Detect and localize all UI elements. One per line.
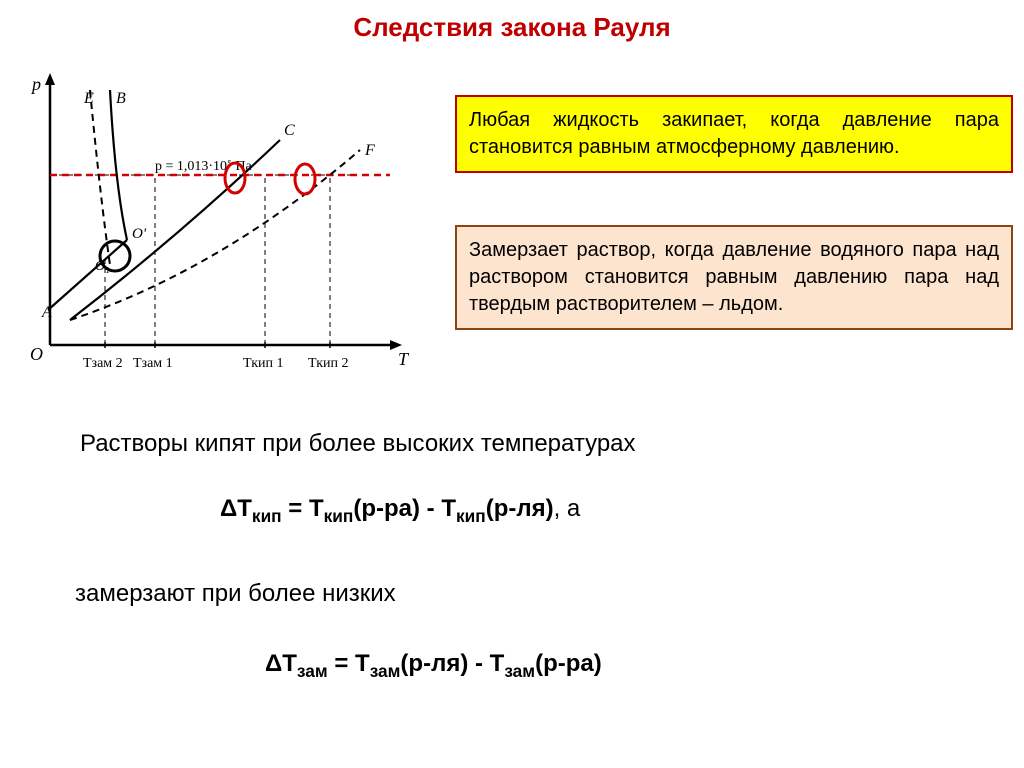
boiling-definition-box: Любая жидкость закипает, когда давление … [455,95,1013,173]
svg-text:O: O [30,344,43,364]
freezing-definition-box: Замерзает раствор, когда давление водяно… [455,225,1013,330]
svg-text:Ткип 1: Ткип 1 [243,356,284,371]
freezing-statement: замерзают при более низких [75,580,396,608]
svg-text:p = 1,013·10⁵ Па: p = 1,013·10⁵ Па [155,159,253,174]
delta-t-boiling-formula: ΔTкип = Tкип(р-ра) - Tкип(р-ля), а [220,495,580,527]
phase-diagram: pTOp = 1,013·10⁵ ПаEBCFAO'O₁Тзам 2Тзам 1… [20,55,420,385]
svg-text:F: F [364,142,375,159]
svg-text:Ткип 2: Ткип 2 [308,356,349,371]
svg-text:Тзам 2: Тзам 2 [83,356,123,371]
svg-text:T: T [398,349,410,369]
svg-text:E: E [83,90,94,107]
svg-text:O': O' [132,226,147,242]
boiling-statement: Растворы кипят при более высоких темпера… [80,430,636,458]
svg-text:B: B [116,90,126,107]
svg-text:C: C [284,122,295,139]
svg-text:A: A [41,304,52,321]
delta-t-freezing-formula: ΔTзам = Tзам(р-ля) - Tзам(р-ра) [265,650,602,682]
svg-text:p: p [30,74,41,94]
page-title: Следствия закона Рауля [0,12,1024,43]
svg-text:Тзам 1: Тзам 1 [133,356,173,371]
